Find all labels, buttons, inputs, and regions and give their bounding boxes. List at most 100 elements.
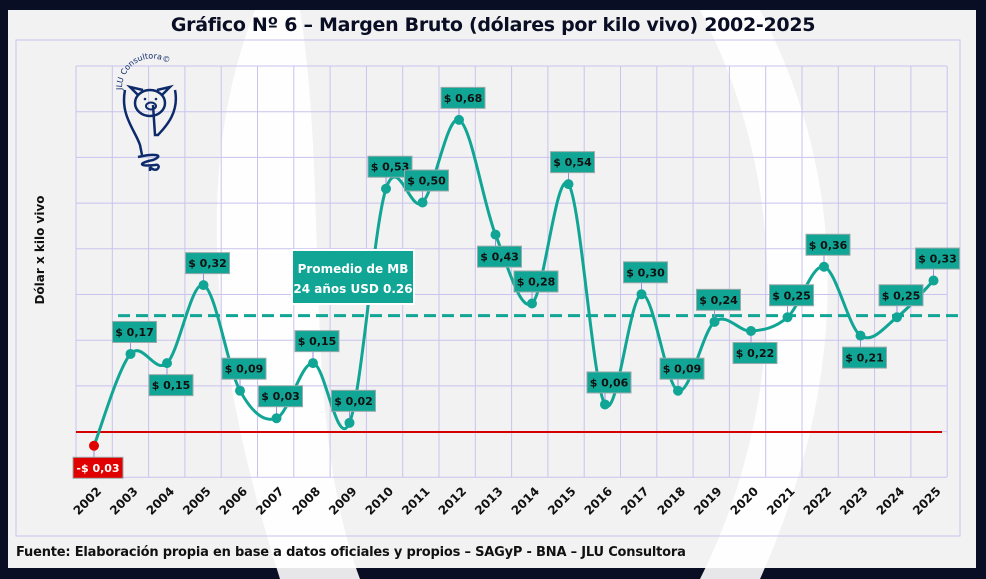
x-tick-label: 2025 [910, 484, 944, 518]
data-label: $ 0,36 [809, 239, 848, 252]
x-tick-label: 2011 [399, 484, 433, 518]
data-point [454, 114, 464, 125]
x-tick-label: 2023 [837, 484, 871, 518]
x-tick-label: 2014 [509, 484, 543, 518]
data-label-box [185, 252, 230, 275]
x-tick-label: 2015 [545, 484, 579, 518]
data-label: $ 0,15 [152, 379, 191, 392]
data-label: $ 0,25 [772, 289, 811, 302]
x-tick-label: 2016 [582, 484, 616, 518]
data-label-box [148, 374, 194, 397]
svg-text:JLU Consultora©: JLU Consultora© [115, 51, 172, 91]
source-note: Fuente: Elaboración propia en base a dat… [16, 545, 686, 560]
data-label: $ 0,09 [225, 363, 264, 376]
chart-title: Gráfico Nº 6 – Margen Bruto (dólares por… [170, 14, 816, 36]
x-tick-label: 2019 [691, 484, 725, 518]
x-tick-labels: 2002 2003 2004 2005 2006 2007 2008 2009 2010 2011… [71, 484, 944, 518]
data-label: $ 0,09 [663, 363, 702, 376]
x-tick-label: 2024 [874, 484, 908, 518]
data-label: $ 0,43 [480, 251, 519, 264]
plot-frame [15, 39, 961, 537]
data-point [125, 348, 136, 359]
average-label-line1: Promedio de MB [298, 262, 409, 276]
data-label-box [258, 385, 303, 408]
y-axis-label: Dólar x kilo vivo [33, 195, 47, 305]
data-point [746, 326, 756, 337]
x-tick-label: 2005 [180, 484, 214, 518]
data-point [417, 197, 428, 208]
data-label-box [367, 155, 413, 178]
data-points: -$ 0,03 $ 0,17 $ 0,15 $ 0,32 $ 0,09 $ 0,03 $ 0… [72, 86, 960, 479]
data-label: $ 0,50 [407, 175, 446, 188]
data-point [600, 399, 610, 410]
x-tick-label: 2017 [618, 484, 652, 518]
x-tick-label: 2022 [801, 484, 835, 518]
data-label-box [72, 456, 124, 479]
logo-text: JLU Consultora© [115, 51, 172, 91]
data-label-box [878, 284, 924, 307]
x-tick-label: 2006 [217, 484, 251, 518]
data-point [89, 440, 99, 451]
data-point [235, 385, 245, 396]
x-tick-label: 2010 [363, 484, 397, 518]
data-point [636, 289, 647, 300]
data-label-box [696, 288, 741, 311]
data-label: $ 0,28 [517, 275, 556, 288]
data-point [381, 183, 391, 194]
data-label-box [294, 330, 340, 353]
data-label: $ 0,68 [444, 92, 483, 105]
data-label-box [513, 270, 559, 293]
data-point [673, 385, 683, 396]
watermark-shape [700, 10, 828, 579]
data-label-box [331, 389, 376, 412]
data-label: $ 0,30 [626, 266, 665, 279]
data-label: $ 0,02 [334, 395, 373, 408]
data-point [892, 312, 902, 323]
data-point [344, 417, 355, 428]
data-label-box [915, 247, 960, 270]
data-label-box [769, 284, 814, 307]
data-label: $ 0,06 [590, 376, 629, 389]
x-tick-label: 2003 [107, 484, 141, 518]
data-point [490, 229, 501, 240]
data-label: $ 0,33 [918, 253, 957, 266]
average-label-line2: 24 años USD 0.26 [293, 282, 412, 296]
data-label-box [842, 346, 887, 369]
data-point [527, 298, 537, 309]
data-label-box [732, 342, 778, 365]
data-point [271, 413, 282, 424]
data-label: $ 0,24 [699, 294, 738, 307]
data-label-box [659, 357, 705, 380]
data-label: $ 0,53 [371, 161, 410, 174]
data-label-box [404, 169, 449, 192]
data-label: $ 0,15 [298, 335, 337, 348]
data-point [855, 330, 866, 341]
data-label-box [440, 86, 486, 109]
data-label: $ 0,22 [736, 347, 775, 360]
data-label-box [112, 320, 157, 343]
data-label-box [550, 151, 595, 174]
data-label: $ 0,25 [882, 289, 921, 302]
data-point [782, 312, 793, 323]
data-point [563, 179, 574, 190]
data-label: $ 0,32 [188, 257, 227, 270]
data-label: $ 0,21 [845, 352, 884, 365]
data-point [819, 261, 829, 272]
data-label-box [805, 233, 851, 256]
data-label: $ 0,54 [553, 156, 592, 169]
data-point [709, 316, 720, 327]
data-label-box [586, 371, 632, 394]
data-point [198, 280, 209, 291]
x-tick-label: 2013 [472, 484, 506, 518]
x-tick-label: 2002 [71, 484, 105, 518]
data-label-box [477, 245, 522, 268]
data-point [162, 358, 172, 369]
data-label: $ 0,17 [115, 326, 154, 339]
data-point [928, 275, 939, 286]
x-tick-label: 2012 [436, 484, 470, 518]
data-label: -$ 0,03 [76, 462, 119, 475]
average-box: Promedio de MB 24 años USD 0.26 [291, 249, 415, 305]
data-label-box [623, 261, 668, 284]
x-tick-label: 2004 [144, 484, 178, 518]
